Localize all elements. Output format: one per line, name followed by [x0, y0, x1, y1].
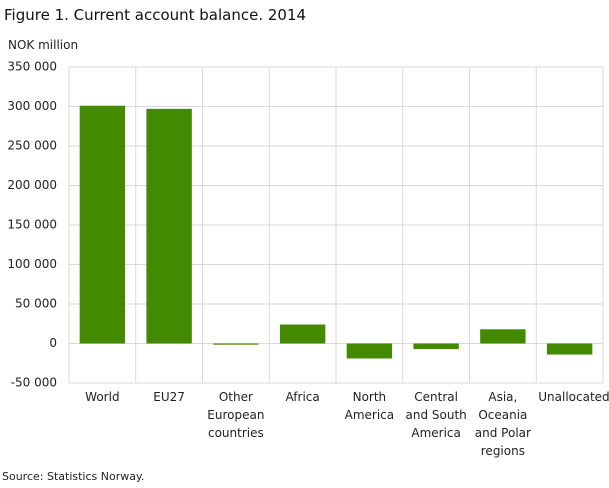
- x-tick-label: EU27: [153, 390, 185, 404]
- bar: [413, 343, 459, 350]
- y-tick-label: -50 000: [11, 376, 57, 390]
- bar: [480, 329, 526, 344]
- bar: [146, 108, 192, 344]
- y-tick-label: 250 000: [7, 139, 57, 153]
- bar: [346, 343, 393, 359]
- bar: [79, 105, 126, 344]
- y-tick-label: 200 000: [7, 178, 57, 192]
- bar: [213, 343, 259, 345]
- bar: [546, 343, 593, 355]
- y-tick-label: 150 000: [7, 218, 57, 232]
- y-tick-label: 300 000: [7, 99, 57, 113]
- y-tick-label: 0: [49, 336, 57, 350]
- x-tick-label: Central and South America: [405, 390, 467, 440]
- bar: [279, 324, 326, 344]
- x-tick-label: Other European countries: [207, 390, 265, 440]
- x-tick-label: Africa: [285, 390, 320, 404]
- x-tick-label: North America: [344, 390, 395, 422]
- y-tick-label: 50 000: [15, 297, 57, 311]
- source: Source: Statistics Norway.: [2, 470, 145, 483]
- x-tick-label: Asia, Oceania and Polar regions: [474, 390, 531, 458]
- x-tick-label: World: [85, 390, 120, 404]
- y-axis-label: NOK million: [8, 38, 79, 52]
- chart-title: Figure 1. Current account balance. 2014: [4, 6, 307, 24]
- y-tick-label: 100 000: [7, 257, 57, 271]
- y-tick-label: 350 000: [7, 60, 57, 74]
- x-tick-label: Unallocated: [538, 390, 609, 404]
